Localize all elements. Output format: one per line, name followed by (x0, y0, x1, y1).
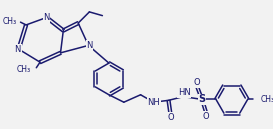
Text: CH₃: CH₃ (261, 95, 273, 104)
Text: O: O (203, 112, 209, 121)
Text: N: N (43, 13, 50, 22)
Text: CH₃: CH₃ (3, 17, 17, 26)
Text: HN: HN (178, 88, 191, 97)
Text: O: O (167, 113, 174, 122)
Text: N: N (14, 45, 21, 54)
Text: S: S (198, 94, 206, 104)
Text: O: O (193, 78, 200, 87)
Text: CH₃: CH₃ (17, 65, 31, 74)
Text: NH: NH (147, 98, 160, 107)
Text: N: N (86, 41, 93, 50)
